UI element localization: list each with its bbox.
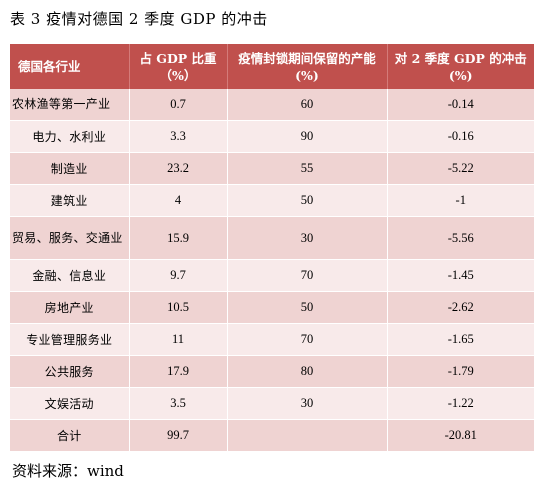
header-gdp-share: 占 GDP 比重 （%） <box>129 44 228 89</box>
impact-cell: -20.81 <box>387 419 534 452</box>
gdp-share-cell: 9.7 <box>129 259 228 292</box>
industry-cell: 专业管理服务业 <box>10 323 130 356</box>
gdp-share-cell: 10.5 <box>129 291 228 324</box>
capacity-cell: 30 <box>227 216 388 260</box>
header-industry: 德国各行业 <box>10 44 130 89</box>
impact-cell: -0.14 <box>387 89 534 121</box>
impact-cell: -5.22 <box>387 152 534 185</box>
gdp-impact-table: 德国各行业 占 GDP 比重 （%） 疫情封锁期间保留的产能 (%) 对 2 季度 … <box>10 44 534 452</box>
capacity-cell: 90 <box>227 120 388 153</box>
table-caption: 表 3 疫情对德国 2 季度 GDP 的冲击 <box>10 10 268 28</box>
gdp-share-cell: 23.2 <box>129 152 228 185</box>
header-capacity-retained: 疫情封锁期间保留的产能 (%) <box>227 44 388 89</box>
table-row: 农林渔等第一产业 0.7 60 -0.14 <box>10 89 534 121</box>
industry-cell: 合计 <box>10 419 130 452</box>
table-row: 房地产业 10.5 50 -2.62 <box>10 291 534 324</box>
table-row: 文娱活动 3.5 30 -1.22 <box>10 387 534 420</box>
impact-cell: -2.62 <box>387 291 534 324</box>
table-total-row: 合计 99.7 -20.81 <box>10 419 534 452</box>
capacity-cell: 55 <box>227 152 388 185</box>
table-row: 专业管理服务业 11 70 -1.65 <box>10 323 534 356</box>
table-row: 建筑业 4 50 -1 <box>10 184 534 217</box>
table-row: 制造业 23.2 55 -5.22 <box>10 152 534 185</box>
capacity-cell <box>227 419 388 452</box>
industry-cell: 金融、信息业 <box>10 259 130 292</box>
industry-cell: 文娱活动 <box>10 387 130 420</box>
table-row: 电力、水利业 3.3 90 -0.16 <box>10 120 534 153</box>
source-note: 资料来源：wind <box>12 462 124 480</box>
impact-cell: -5.56 <box>387 216 534 260</box>
industry-cell: 农林渔等第一产业 <box>10 89 130 121</box>
gdp-share-cell: 3.5 <box>129 387 228 420</box>
table-row: 金融、信息业 9.7 70 -1.45 <box>10 259 534 292</box>
table-header-row: 德国各行业 占 GDP 比重 （%） 疫情封锁期间保留的产能 (%) 对 2 季度 … <box>10 44 534 89</box>
gdp-share-cell: 17.9 <box>129 355 228 388</box>
industry-cell: 公共服务 <box>10 355 130 388</box>
gdp-share-cell: 4 <box>129 184 228 217</box>
capacity-cell: 30 <box>227 387 388 420</box>
industry-cell: 贸易、服务、交通业 <box>10 216 130 260</box>
impact-cell: -1.65 <box>387 323 534 356</box>
capacity-cell: 60 <box>227 89 388 121</box>
capacity-cell: 50 <box>227 184 388 217</box>
gdp-share-cell: 11 <box>129 323 228 356</box>
header-gdp-impact: 对 2 季度 GDP 的冲击 (%) <box>387 44 534 89</box>
capacity-cell: 50 <box>227 291 388 324</box>
gdp-share-cell: 3.3 <box>129 120 228 153</box>
gdp-share-cell: 15.9 <box>129 216 228 260</box>
industry-cell: 建筑业 <box>10 184 130 217</box>
impact-cell: -1 <box>387 184 534 217</box>
industry-cell: 电力、水利业 <box>10 120 130 153</box>
capacity-cell: 80 <box>227 355 388 388</box>
capacity-cell: 70 <box>227 323 388 356</box>
industry-cell: 房地产业 <box>10 291 130 324</box>
impact-cell: -1.22 <box>387 387 534 420</box>
impact-cell: -1.45 <box>387 259 534 292</box>
gdp-share-cell: 0.7 <box>129 89 228 121</box>
gdp-share-cell: 99.7 <box>129 419 228 452</box>
impact-cell: -1.79 <box>387 355 534 388</box>
capacity-cell: 70 <box>227 259 388 292</box>
industry-cell: 制造业 <box>10 152 130 185</box>
table-row: 贸易、服务、交通业 15.9 30 -5.56 <box>10 216 534 260</box>
impact-cell: -0.16 <box>387 120 534 153</box>
table-row: 公共服务 17.9 80 -1.79 <box>10 355 534 388</box>
